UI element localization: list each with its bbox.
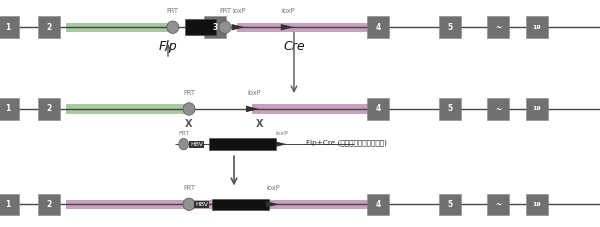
FancyBboxPatch shape [0,17,19,38]
Text: Cre: Cre [283,40,305,53]
Text: 4: 4 [376,23,380,32]
FancyBboxPatch shape [526,17,548,38]
Text: 4: 4 [376,200,380,209]
Text: ~: ~ [495,23,501,32]
Text: 4: 4 [376,104,380,114]
Text: 2: 2 [47,200,52,209]
Text: 19: 19 [533,106,541,111]
Text: loxP: loxP [267,185,280,191]
Text: 5: 5 [448,200,452,209]
Bar [209,138,276,150]
FancyBboxPatch shape [487,17,509,38]
FancyBboxPatch shape [526,193,548,215]
Text: X: X [185,119,193,129]
Text: loxP: loxP [281,8,295,14]
Polygon shape [232,24,245,30]
Text: loxP: loxP [275,131,288,136]
Text: X: X [256,119,263,129]
Bar [237,23,384,32]
Text: FRT: FRT [167,8,179,14]
FancyBboxPatch shape [0,98,19,120]
Text: ~: ~ [495,200,501,209]
FancyBboxPatch shape [0,193,19,215]
FancyBboxPatch shape [439,98,461,120]
Text: ~: ~ [495,104,501,114]
Text: FRT: FRT [178,131,189,136]
FancyBboxPatch shape [367,17,389,38]
FancyBboxPatch shape [38,17,60,38]
Ellipse shape [183,198,195,211]
Text: 19: 19 [533,202,541,207]
Ellipse shape [183,103,195,115]
Bar [66,200,384,209]
FancyBboxPatch shape [367,193,389,215]
Bar [212,199,269,210]
Text: loxP: loxP [248,90,261,96]
Polygon shape [266,201,279,207]
FancyBboxPatch shape [439,17,461,38]
Ellipse shape [167,21,179,34]
Polygon shape [276,141,287,147]
FancyBboxPatch shape [487,98,509,120]
Text: 2: 2 [47,23,52,32]
Bar [252,104,384,114]
FancyBboxPatch shape [204,17,226,38]
Text: FRT: FRT [183,185,195,191]
Bar [185,19,216,35]
FancyBboxPatch shape [487,193,509,215]
Bar [66,104,189,114]
FancyBboxPatch shape [367,98,389,120]
Text: Flp+Cre (重组酶介导的片段交换): Flp+Cre (重组酶介导的片段交换) [306,140,387,146]
Text: FRT: FRT [183,90,195,96]
Text: 19: 19 [533,25,541,30]
Text: loxP: loxP [232,8,245,14]
Text: Flp: Flp [158,40,178,53]
Text: FRT: FRT [219,8,231,14]
Text: 3: 3 [212,23,217,32]
Text: 2: 2 [47,104,52,114]
FancyBboxPatch shape [526,98,548,120]
FancyBboxPatch shape [38,193,60,215]
Text: HBV: HBV [195,202,208,207]
FancyBboxPatch shape [38,98,60,120]
Bar [66,23,174,32]
Text: 5: 5 [448,104,452,114]
Polygon shape [281,24,294,30]
Text: 1: 1 [5,104,10,114]
Ellipse shape [219,21,231,34]
FancyBboxPatch shape [439,193,461,215]
Polygon shape [246,106,259,112]
Text: 1: 1 [5,23,10,32]
Text: HBV: HBV [190,142,203,147]
Text: 1: 1 [5,200,10,209]
Text: 5: 5 [448,23,452,32]
Ellipse shape [179,138,188,150]
